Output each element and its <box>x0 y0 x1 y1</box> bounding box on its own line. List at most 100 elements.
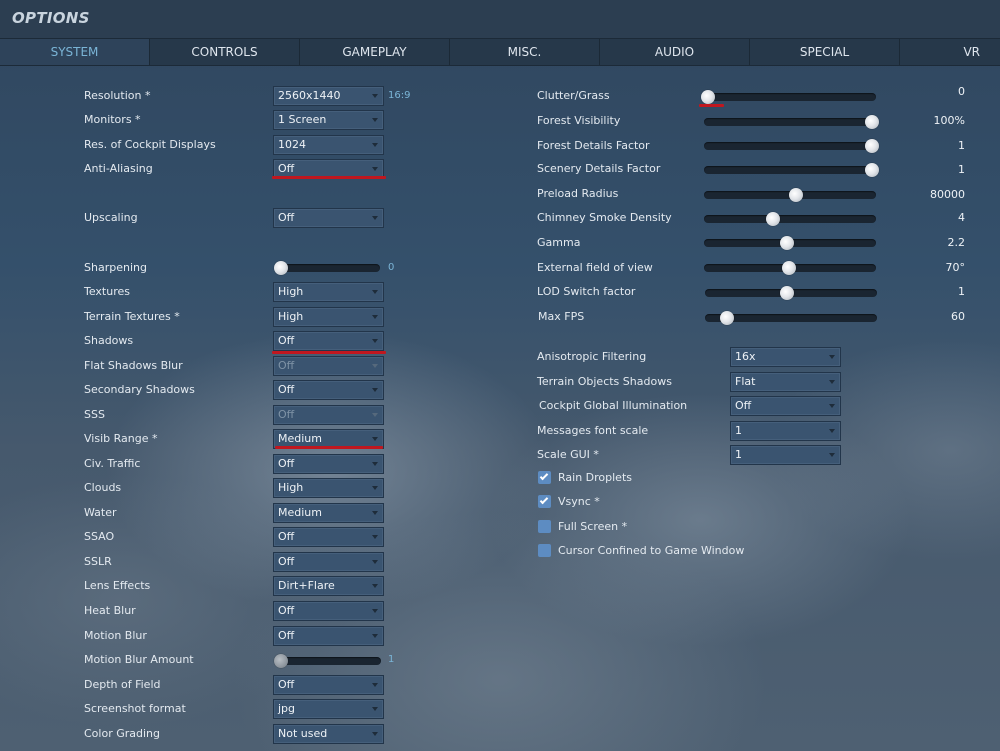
slider-thumb[interactable] <box>865 115 879 129</box>
messages-font-scale-dropdown[interactable]: 1 <box>730 421 841 441</box>
slider-track <box>705 314 877 322</box>
tab-gameplay[interactable]: GAMEPLAY <box>300 39 450 65</box>
slider-thumb[interactable] <box>789 188 803 202</box>
forest-details-slider[interactable] <box>704 136 879 156</box>
tab-controls[interactable]: CONTROLS <box>150 39 300 65</box>
slider-track <box>704 142 876 150</box>
scenery-details-slider[interactable] <box>704 160 879 180</box>
scenery-details-value: 1 <box>958 163 965 176</box>
tab-special[interactable]: SPECIAL <box>750 39 900 65</box>
chevron-down-icon <box>372 118 378 122</box>
messages-font-scale-label: Messages font scale <box>537 424 649 437</box>
monitors-dropdown[interactable]: 1 Screen <box>273 110 384 130</box>
screenshot-format-dropdown[interactable]: jpg <box>273 699 384 719</box>
gamma-slider[interactable] <box>704 233 876 253</box>
tab-vr[interactable]: VR <box>963 45 980 59</box>
slider-thumb[interactable] <box>865 163 879 177</box>
flat-shadows-blur-dropdown: Off <box>273 356 384 376</box>
cockpit-displays-value: 1024 <box>278 138 306 151</box>
textures-dropdown[interactable]: High <box>273 282 384 302</box>
civ-traffic-label: Civ. Traffic <box>84 457 141 470</box>
heat-blur-dropdown[interactable]: Off <box>273 601 384 621</box>
color-grading-label: Color Grading <box>84 727 160 740</box>
terrain-textures-dropdown[interactable]: High <box>273 307 384 327</box>
lens-effects-label: Lens Effects <box>84 579 151 592</box>
monitors-value: 1 Screen <box>278 113 327 126</box>
rain-droplets-checkbox[interactable] <box>538 471 551 484</box>
slider-thumb[interactable] <box>274 261 288 275</box>
slider-track <box>274 657 381 665</box>
anti-aliasing-label: Anti-Aliasing <box>84 162 153 175</box>
water-value: Medium <box>278 506 322 519</box>
clutter-grass-label: Clutter/Grass <box>537 89 610 102</box>
cursor-confined-label: Cursor Confined to Game Window <box>558 544 745 557</box>
clouds-dropdown[interactable]: High <box>273 478 384 498</box>
motion-blur-amount-slider[interactable] <box>274 651 381 671</box>
motion-blur-dropdown[interactable]: Off <box>273 626 384 646</box>
vsync-checkbox[interactable] <box>538 495 551 508</box>
flat-shadows-blur-value: Off <box>278 359 295 372</box>
sslr-dropdown[interactable]: Off <box>273 552 384 572</box>
clutter-grass-slider[interactable] <box>701 87 876 107</box>
anti-aliasing-value: Off <box>278 162 295 175</box>
slider-track <box>704 215 876 223</box>
chevron-down-icon <box>372 364 378 368</box>
slider-thumb[interactable] <box>720 311 734 325</box>
max-fps-slider[interactable] <box>705 308 877 328</box>
visib-range-label: Visib Range * <box>84 432 158 445</box>
slider-thumb[interactable] <box>865 139 879 153</box>
tab-misc[interactable]: MISC. <box>450 39 600 65</box>
chevron-down-icon <box>372 143 378 147</box>
color-grading-dropdown[interactable]: Not used <box>273 724 384 744</box>
slider-thumb[interactable] <box>701 90 715 104</box>
motion-blur-amount-value: 1 <box>388 654 395 665</box>
lens-effects-value: Dirt+Flare <box>278 579 335 592</box>
chimney-smoke-slider[interactable] <box>704 209 876 229</box>
water-dropdown[interactable]: Medium <box>273 503 384 523</box>
slider-thumb[interactable] <box>766 212 780 226</box>
chevron-down-icon <box>372 339 378 343</box>
slider-thumb[interactable] <box>780 286 794 300</box>
resolution-dropdown[interactable]: 2560x1440 <box>273 86 384 106</box>
cockpit-gi-label: Cockpit Global Illumination <box>539 399 688 412</box>
anisotropic-dropdown[interactable]: 16x <box>730 347 841 367</box>
tab-system[interactable]: SYSTEM <box>0 39 150 65</box>
sharpening-slider[interactable] <box>274 258 380 278</box>
preload-radius-value: 80000 <box>930 188 965 201</box>
chevron-down-icon <box>829 453 835 457</box>
slider-thumb[interactable] <box>274 654 288 668</box>
terrain-objects-shadows-dropdown[interactable]: Flat <box>730 372 841 392</box>
ssao-dropdown[interactable]: Off <box>273 527 384 547</box>
forest-details-label: Forest Details Factor <box>537 139 650 152</box>
secondary-shadows-label: Secondary Shadows <box>84 383 195 396</box>
chevron-down-icon <box>372 437 378 441</box>
sharpening-label: Sharpening <box>84 261 147 274</box>
upscaling-dropdown[interactable]: Off <box>273 208 384 228</box>
aspect-ratio-text: 16:9 <box>388 90 411 101</box>
sslr-value: Off <box>278 555 295 568</box>
cockpit-gi-dropdown[interactable]: Off <box>730 396 841 416</box>
heat-blur-value: Off <box>278 604 295 617</box>
full-screen-checkbox[interactable] <box>538 520 551 533</box>
chevron-down-icon <box>829 380 835 384</box>
terrain-objects-shadows-value: Flat <box>735 375 756 388</box>
shadows-dropdown[interactable]: Off <box>273 331 384 351</box>
motion-blur-value: Off <box>278 629 295 642</box>
slider-thumb[interactable] <box>782 261 796 275</box>
slider-track <box>704 166 876 174</box>
forest-visibility-slider[interactable] <box>704 112 879 132</box>
lod-switch-slider[interactable] <box>705 283 877 303</box>
secondary-shadows-dropdown[interactable]: Off <box>273 380 384 400</box>
external-fov-slider[interactable] <box>704 258 876 278</box>
chevron-down-icon <box>372 94 378 98</box>
cursor-confined-checkbox[interactable] <box>538 544 551 557</box>
visib-range-dropdown[interactable]: Medium <box>273 429 384 449</box>
civ-traffic-dropdown[interactable]: Off <box>273 454 384 474</box>
depth-of-field-dropdown[interactable]: Off <box>273 675 384 695</box>
scale-gui-dropdown[interactable]: 1 <box>730 445 841 465</box>
slider-thumb[interactable] <box>780 236 794 250</box>
preload-radius-slider[interactable] <box>704 185 876 205</box>
lens-effects-dropdown[interactable]: Dirt+Flare <box>273 576 384 596</box>
tab-audio[interactable]: AUDIO <box>600 39 750 65</box>
cockpit-displays-dropdown[interactable]: 1024 <box>273 135 384 155</box>
